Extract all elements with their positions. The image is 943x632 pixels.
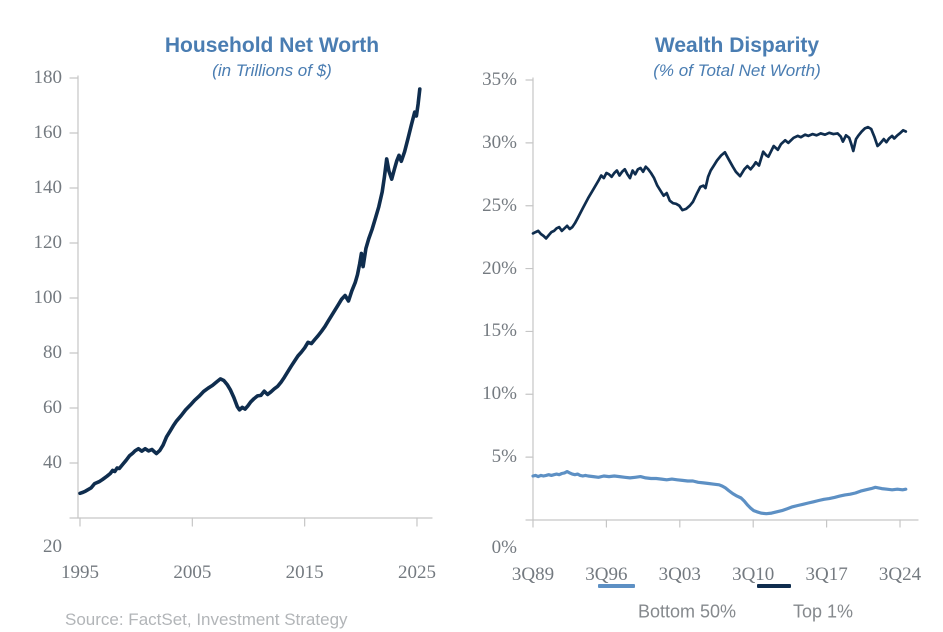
right-chart-subtitle: (% of Total Net Worth) xyxy=(653,61,821,80)
x-axis-tick-label: 3Q89 xyxy=(511,564,555,585)
y-axis-tick-label: 20% xyxy=(482,257,517,279)
y-axis-tick-label: 180 xyxy=(33,67,63,88)
y-axis-tick-label: 40 xyxy=(43,452,62,473)
y-axis-tick-label: 10% xyxy=(482,383,517,405)
y-axis-tick-label: 25% xyxy=(482,194,517,216)
left-chart-title: Household Net Worth xyxy=(164,34,380,57)
x-axis-tick-label: 3Q10 xyxy=(732,564,775,585)
y-axis-tick-label: 0% xyxy=(491,537,517,558)
series-line-top-1- xyxy=(531,125,908,240)
legend-swatch-top-1 xyxy=(757,584,791,588)
left-chart-subtitle: (in Trillions of $) xyxy=(212,61,332,80)
series-line-household-net-worth xyxy=(78,87,422,496)
x-axis-tick-label: 2015 xyxy=(285,562,324,583)
y-axis-tick-label: 5% xyxy=(491,446,517,468)
y-axis-tick-label: 20 xyxy=(43,536,62,557)
x-axis-tick-label: 3Q17 xyxy=(805,564,848,585)
legend-swatch-bottom-50 xyxy=(598,584,635,588)
y-axis-tick-label: 15% xyxy=(482,320,517,342)
legend-label-bottom-50: Bottom 50% xyxy=(637,601,737,622)
y-axis-tick-label: 30% xyxy=(482,131,517,153)
y-axis-tick-label: 35% xyxy=(482,69,517,90)
x-axis-tick-label: 2005 xyxy=(173,562,212,583)
x-axis-tick-label: 2025 xyxy=(397,562,436,583)
series-line-bottom-50- xyxy=(531,470,908,516)
y-axis-tick-label: 160 xyxy=(33,122,63,143)
legend-label-top-1: Top 1% xyxy=(792,601,854,622)
y-axis-tick-label: 80 xyxy=(43,342,62,363)
x-axis-tick-label: 1995 xyxy=(61,562,99,583)
right-chart-title: Wealth Disparity xyxy=(654,34,820,57)
y-axis-tick-label: 140 xyxy=(33,177,63,198)
x-axis-tick-label: 3Q24 xyxy=(878,564,922,585)
x-axis-tick-label: 3Q03 xyxy=(658,564,701,585)
source-note: Source: FactSet, Investment Strategy xyxy=(65,610,348,629)
y-axis-tick-label: 100 xyxy=(33,287,63,308)
y-axis-tick-label: 60 xyxy=(43,397,62,418)
x-axis-tick-label: 3Q96 xyxy=(585,564,628,585)
y-axis-tick-label: 120 xyxy=(33,232,63,253)
